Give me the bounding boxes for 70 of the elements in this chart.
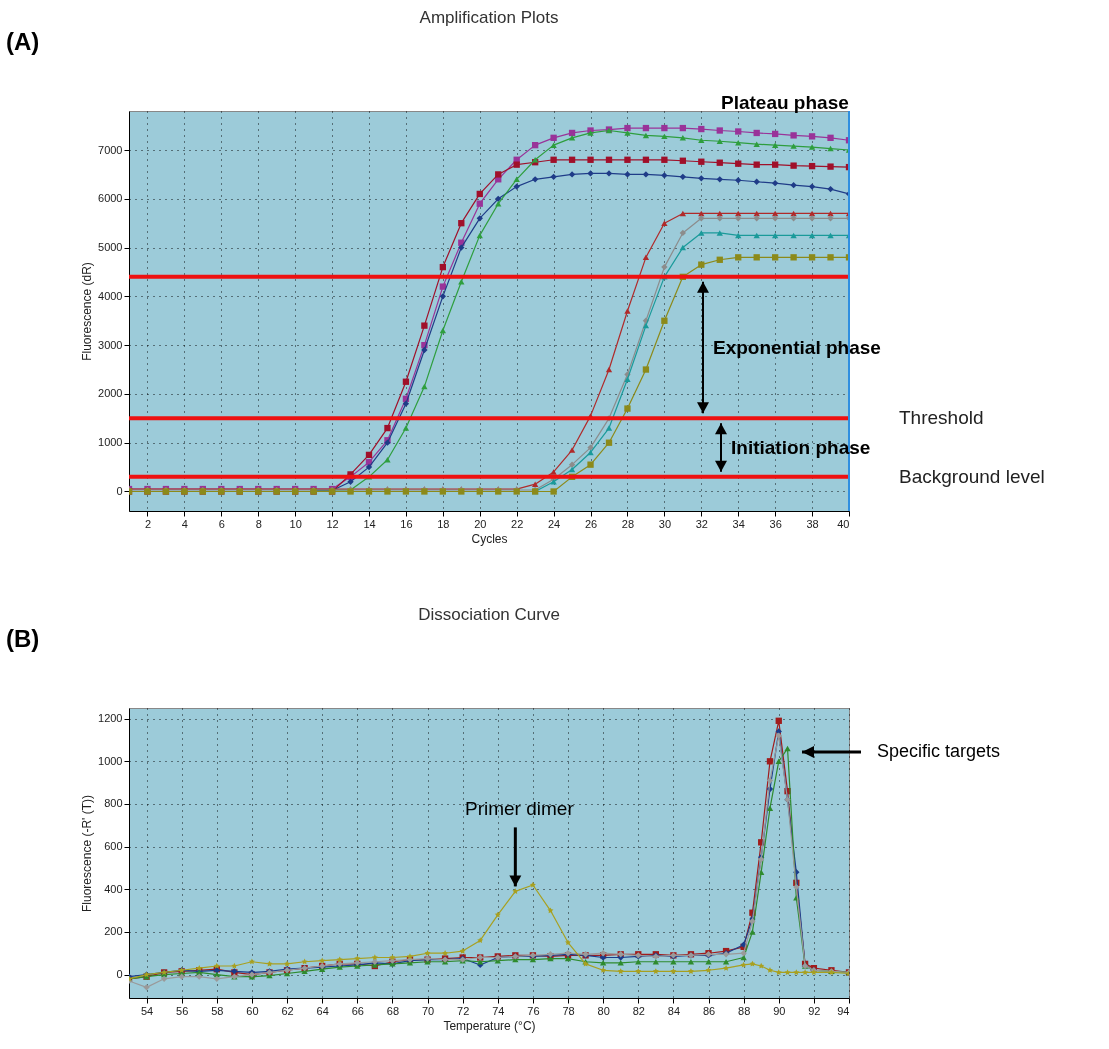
x-tick-label: 30 bbox=[658, 517, 672, 530]
y-axis-title: Fluorescence (-R' (T)) bbox=[80, 795, 95, 912]
annotation: Initiation phase bbox=[731, 436, 871, 458]
x-tick-label: 94 bbox=[837, 1004, 850, 1017]
x-tick-label: 16 bbox=[400, 517, 413, 530]
x-tick-label: 4 bbox=[181, 517, 188, 530]
x-tick-label: 26 bbox=[584, 517, 598, 530]
y-tick-label: 1000 bbox=[98, 436, 123, 449]
x-axis-title: Cycles bbox=[471, 531, 508, 546]
x-tick-label: 76 bbox=[527, 1004, 540, 1017]
annotation: Primer dimer bbox=[464, 798, 575, 820]
y-tick-label: 4000 bbox=[98, 289, 123, 302]
x-tick-label: 92 bbox=[808, 1004, 821, 1017]
x-tick-label: 82 bbox=[632, 1004, 645, 1017]
chart-title: Amplification Plots bbox=[419, 8, 559, 27]
y-tick-label: 3000 bbox=[98, 338, 123, 351]
x-tick-label: 34 bbox=[732, 517, 745, 530]
y-tick-label: 5000 bbox=[98, 241, 123, 254]
y-tick-label: 7000 bbox=[98, 143, 123, 156]
x-tick-label: 56 bbox=[176, 1004, 189, 1017]
x-tick-label: 40 bbox=[837, 517, 850, 530]
x-tick-label: 68 bbox=[386, 1004, 400, 1017]
x-tick-label: 38 bbox=[806, 517, 819, 530]
x-tick-label: 74 bbox=[492, 1004, 505, 1017]
x-tick-label: 60 bbox=[246, 1004, 259, 1017]
x-tick-label: 36 bbox=[769, 517, 782, 530]
x-tick-label: 78 bbox=[562, 1004, 575, 1017]
annotation: Plateau phase bbox=[721, 92, 849, 113]
x-tick-label: 20 bbox=[474, 517, 487, 530]
x-tick-label: 2 bbox=[144, 517, 152, 530]
text: (B) bbox=[6, 625, 40, 652]
y-tick-label: 0 bbox=[116, 968, 123, 981]
x-tick-label: 6 bbox=[218, 517, 225, 530]
y-tick-label: 200 bbox=[104, 925, 123, 938]
x-tick-label: 54 bbox=[140, 1004, 154, 1017]
y-tick-label: 1200 bbox=[98, 712, 123, 725]
x-tick-label: 84 bbox=[667, 1004, 681, 1017]
y-tick-label: 2000 bbox=[98, 387, 123, 400]
x-tick-label: 18 bbox=[437, 517, 450, 530]
x-tick-label: 70 bbox=[421, 1004, 435, 1017]
y-tick-label: 400 bbox=[104, 882, 123, 895]
x-tick-label: 62 bbox=[281, 1004, 294, 1017]
x-tick-label: 80 bbox=[597, 1004, 610, 1017]
x-tick-label: 10 bbox=[289, 517, 302, 530]
x-tick-label: 24 bbox=[547, 517, 561, 530]
y-tick-label: 6000 bbox=[98, 192, 123, 205]
x-tick-label: 86 bbox=[702, 1004, 716, 1017]
y-tick-label: 800 bbox=[104, 797, 123, 810]
x-tick-label: 12 bbox=[326, 517, 339, 530]
x-tick-label: 58 bbox=[211, 1004, 224, 1017]
y-axis-title: Fluorescence (dR) bbox=[80, 262, 95, 361]
x-tick-label: 90 bbox=[773, 1004, 786, 1017]
y-tick-label: 600 bbox=[104, 840, 123, 853]
chart-title: Dissociation Curve bbox=[418, 605, 560, 624]
x-tick-label: 8 bbox=[255, 517, 262, 530]
text: (A) bbox=[6, 28, 40, 55]
x-tick-label: 14 bbox=[363, 517, 376, 530]
x-axis-title: Temperature (°C) bbox=[443, 1018, 536, 1033]
x-tick-label: 66 bbox=[351, 1004, 364, 1017]
ref-line-label: Background level bbox=[899, 465, 1045, 487]
x-tick-label: 88 bbox=[738, 1004, 751, 1017]
y-tick-label: 1000 bbox=[98, 754, 123, 767]
x-tick-label: 28 bbox=[621, 517, 635, 530]
y-tick-label: 0 bbox=[116, 484, 123, 497]
x-tick-label: 22 bbox=[511, 517, 524, 530]
ref-line-label: Threshold bbox=[899, 407, 984, 429]
x-tick-label: 64 bbox=[316, 1004, 329, 1017]
x-tick-label: 32 bbox=[695, 517, 708, 530]
text: Specific targets bbox=[877, 741, 1001, 761]
x-tick-label: 72 bbox=[457, 1004, 470, 1017]
